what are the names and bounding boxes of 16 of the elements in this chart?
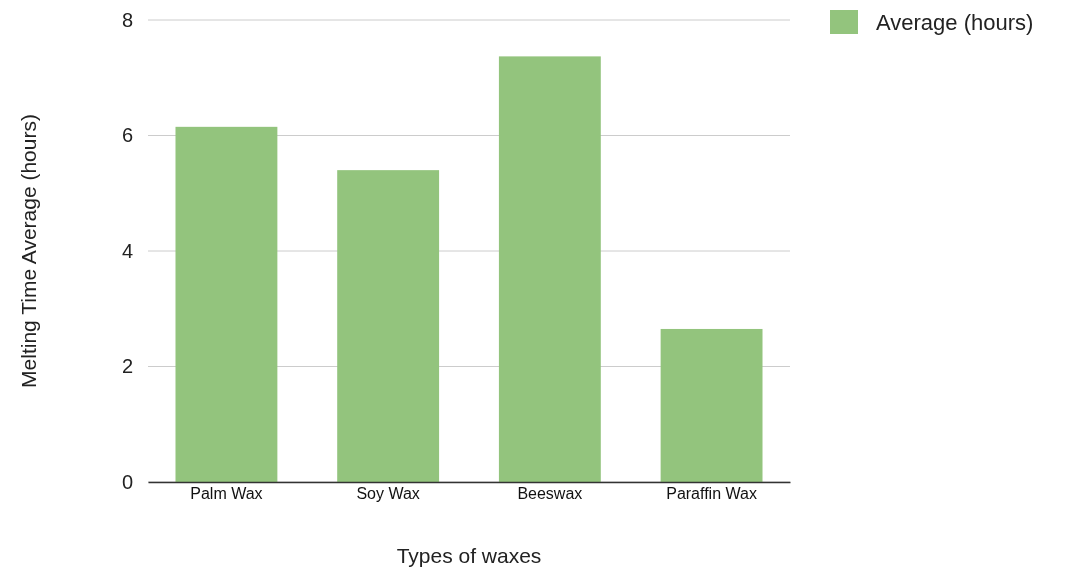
x-tick-label: Beeswax: [517, 485, 583, 503]
bar: [498, 56, 601, 482]
legend-label: Average (hours): [876, 10, 1034, 35]
x-axis-title: Types of waxes: [396, 544, 542, 567]
y-tick-label: 4: [121, 239, 133, 262]
bar: [175, 126, 278, 482]
y-tick-label: 0: [121, 470, 133, 493]
bar: [337, 170, 440, 482]
x-tick-label: Palm Wax: [190, 485, 263, 503]
x-tick-label: Soy Wax: [356, 485, 420, 503]
x-tick-label: Paraffin Wax: [666, 485, 757, 503]
bar: [660, 328, 763, 482]
y-tick-label: 2: [121, 355, 133, 378]
y-axis-title: Melting Time Average (hours): [17, 114, 40, 388]
y-tick-label: 6: [121, 124, 133, 147]
y-tick-label: 8: [121, 8, 133, 31]
